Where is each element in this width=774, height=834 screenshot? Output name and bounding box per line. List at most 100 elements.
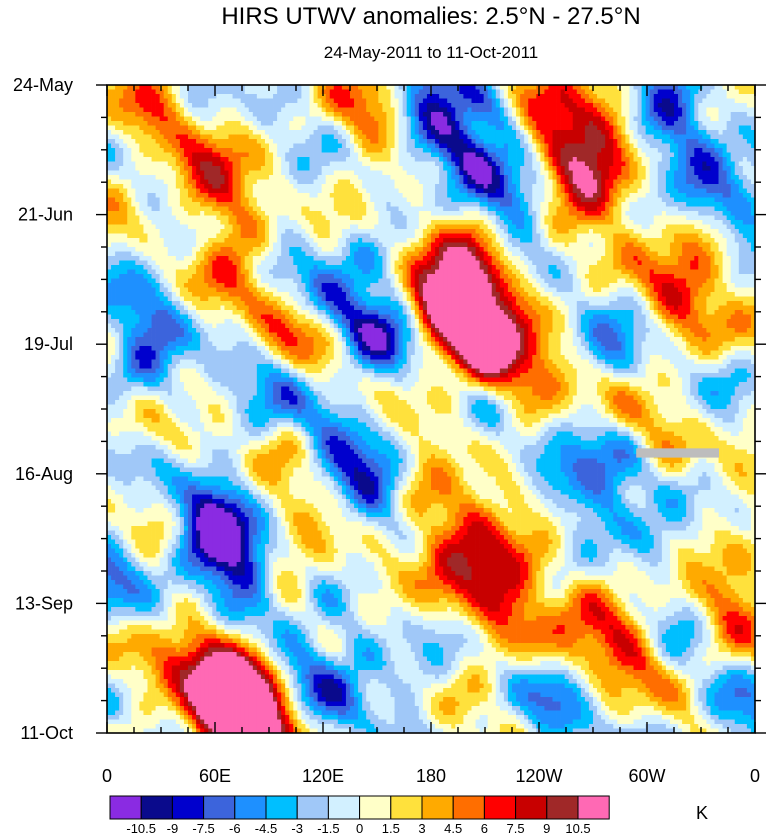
- heat-cell: [443, 126, 447, 131]
- heat-cell: [374, 112, 378, 117]
- heat-cell: [362, 99, 366, 104]
- heat-cell: [119, 103, 123, 108]
- heat-cell: [346, 103, 350, 108]
- heat-cell: [650, 99, 654, 104]
- heat-cell: [516, 99, 520, 104]
- heat-cell: [520, 121, 524, 126]
- heat-cell: [180, 103, 184, 108]
- heat-cell: [492, 90, 496, 95]
- heat-cell: [666, 108, 670, 113]
- heat-cell: [577, 121, 581, 126]
- heat-cell: [565, 108, 569, 113]
- heat-cell: [111, 121, 115, 126]
- heat-cell: [727, 112, 731, 117]
- heat-cell: [216, 90, 220, 95]
- heat-cell: [382, 112, 386, 117]
- heat-cell: [496, 112, 500, 117]
- heat-cell: [548, 99, 552, 104]
- heat-cell: [670, 126, 674, 131]
- heat-cell: [391, 121, 395, 126]
- heat-cell: [354, 112, 358, 117]
- heat-cell: [715, 90, 719, 95]
- heat-cell: [686, 90, 690, 95]
- heat-cell: [516, 94, 520, 99]
- heat-cell: [553, 112, 557, 117]
- heat-cell: [176, 117, 180, 122]
- heat-cell: [216, 121, 220, 126]
- heat-cell: [297, 108, 301, 113]
- heat-cell: [605, 108, 609, 113]
- heat-cell: [512, 99, 516, 104]
- heat-cell: [362, 126, 366, 131]
- heat-cell: [269, 121, 273, 126]
- heat-cell: [532, 103, 536, 108]
- heat-cell: [358, 126, 362, 131]
- heat-cell: [585, 99, 589, 104]
- heat-cell: [447, 99, 451, 104]
- heat-cell: [423, 126, 427, 131]
- heat-cell: [257, 103, 261, 108]
- heat-cell: [544, 94, 548, 99]
- heat-cell: [261, 99, 265, 104]
- heat-cell: [427, 117, 431, 122]
- heat-cell: [192, 108, 196, 113]
- heat-cell: [237, 126, 241, 131]
- heat-cell: [391, 117, 395, 122]
- heat-cell: [573, 121, 577, 126]
- heat-cell: [301, 121, 305, 126]
- heat-cell: [629, 90, 633, 95]
- heat-cell: [301, 126, 305, 131]
- heat-cell: [719, 126, 723, 131]
- heat-cell: [164, 112, 168, 117]
- heat-cell: [164, 103, 168, 108]
- heat-cell: [338, 94, 342, 99]
- heat-cell: [281, 126, 285, 131]
- heat-cell: [629, 126, 633, 131]
- heat-cell: [200, 130, 204, 135]
- heat-cell: [702, 117, 706, 122]
- heat-cell: [472, 126, 476, 131]
- heat-cell: [281, 130, 285, 135]
- heat-cell: [496, 126, 500, 131]
- heat-cell: [674, 108, 678, 113]
- heat-cell: [715, 112, 719, 117]
- heat-cell: [609, 108, 613, 113]
- heat-cell: [269, 103, 273, 108]
- heat-cell: [152, 117, 156, 122]
- heat-cell: [484, 112, 488, 117]
- heat-cell: [346, 94, 350, 99]
- heat-cell: [257, 90, 261, 95]
- heat-cell: [455, 94, 459, 99]
- heat-cell: [310, 121, 314, 126]
- heat-cell: [484, 117, 488, 122]
- heat-cell: [678, 108, 682, 113]
- heat-cell: [204, 130, 208, 135]
- heat-cell: [585, 112, 589, 117]
- heat-cell: [431, 99, 435, 104]
- heat-cell: [540, 126, 544, 131]
- heat-cell: [378, 94, 382, 99]
- heat-cell: [257, 112, 261, 117]
- heat-cell: [143, 121, 147, 126]
- heat-cell: [451, 121, 455, 126]
- heat-cell: [617, 112, 621, 117]
- heat-cell: [609, 121, 613, 126]
- heat-cell: [301, 130, 305, 135]
- heat-cell: [184, 94, 188, 99]
- heat-cell: [524, 117, 528, 122]
- heat-cell: [382, 103, 386, 108]
- heat-cell: [747, 108, 751, 113]
- heat-cell: [719, 103, 723, 108]
- heat-cell: [682, 99, 686, 104]
- heat-cell: [220, 99, 224, 104]
- heat-cell: [573, 90, 577, 95]
- heat-cell: [710, 112, 714, 117]
- heat-cell: [585, 108, 589, 113]
- heat-cell: [702, 126, 706, 131]
- heat-cell: [216, 130, 220, 135]
- heat-cell: [310, 103, 314, 108]
- heat-cell: [233, 103, 237, 108]
- heat-cell: [658, 99, 662, 104]
- heat-cell: [261, 117, 265, 122]
- heat-cell: [297, 112, 301, 117]
